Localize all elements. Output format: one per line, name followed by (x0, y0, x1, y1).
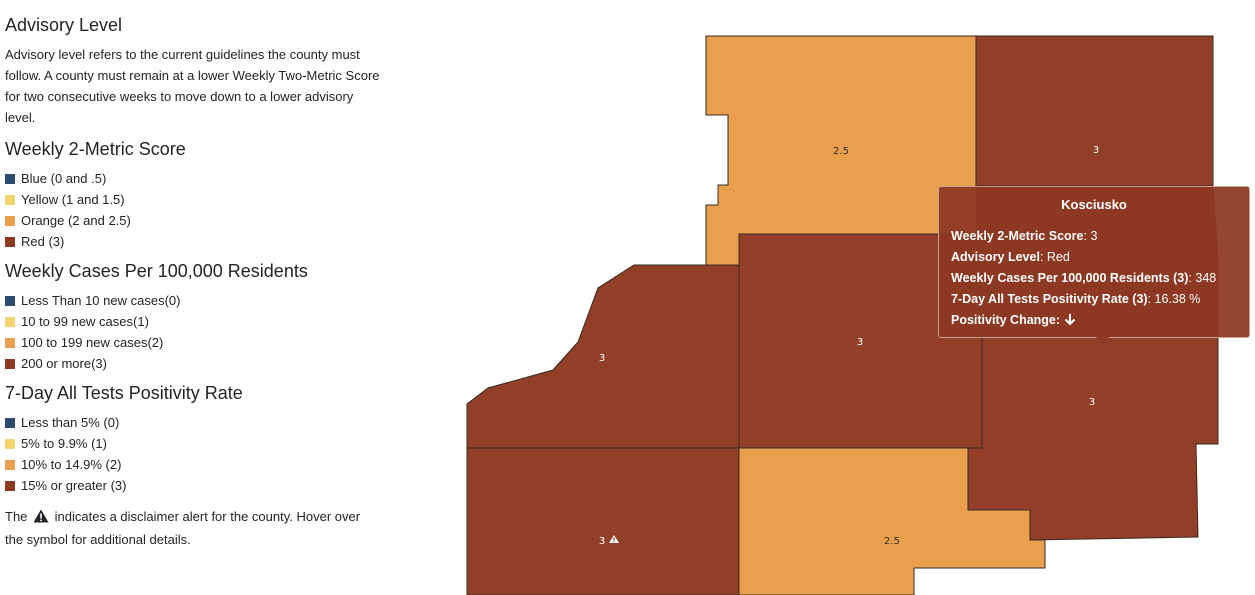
legend-label: 15% or greater (3) (21, 478, 127, 493)
positivity-legend-list: Less than 5% (0) 5% to 9.9% (1) 10% to 1… (5, 412, 380, 496)
tooltip-county-name: Kosciusko (1061, 197, 1127, 212)
tooltip-row: Positivity Change: (951, 310, 1237, 333)
legend-item: 200 or more(3) (5, 353, 380, 374)
legend-swatch (5, 358, 15, 369)
score-legend: Weekly 2-Metric Score Blue (0 and .5) Ye… (5, 136, 380, 252)
legend-item: Blue (0 and .5) (5, 168, 380, 189)
warning-triangle-icon (33, 508, 49, 529)
disclaimer-text-after: indicates a disclaimer alert for the cou… (5, 509, 361, 547)
legend-item: 100 to 199 new cases(2) (5, 332, 380, 353)
tooltip-row-value: Red (1046, 250, 1070, 264)
legend-item: Orange (2 and 2.5) (5, 210, 380, 231)
county-west[interactable] (466, 264, 740, 449)
tooltip-row-value: 16.38 % (1154, 292, 1201, 306)
county-label: 3 (599, 353, 605, 364)
legend-swatch (5, 316, 15, 327)
legend-swatch (5, 295, 15, 306)
county-north-east[interactable] (975, 35, 1214, 187)
disclaimer-text-before: The (5, 509, 28, 524)
legend-swatch (5, 459, 15, 470)
tooltip-row-value: 348 (1195, 271, 1217, 285)
tooltip-row-label: Weekly 2-Metric Score (951, 229, 1084, 243)
advisory-section: Advisory Level Advisory level refers to … (5, 12, 380, 128)
county-tooltip: Kosciusko Weekly 2-Metric Score: 3 Advis… (938, 186, 1250, 338)
county-label: 3 (857, 337, 863, 348)
cases-legend-list: Less Than 10 new cases(0) 10 to 99 new c… (5, 290, 380, 374)
tooltip-row: Advisory Level: Red (951, 250, 1070, 264)
warning-triangle-icon[interactable] (609, 535, 619, 543)
legend-label: 10 to 99 new cases(1) (21, 314, 149, 329)
legend-label: Red (3) (21, 234, 65, 249)
tooltip-row-label: Positivity Change (951, 313, 1056, 327)
legend-label: Blue (0 and .5) (21, 171, 107, 186)
legend-swatch (5, 480, 15, 491)
legend-label: Orange (2 and 2.5) (21, 213, 131, 228)
legend-swatch (5, 215, 15, 226)
score-legend-list: Blue (0 and .5) Yellow (1 and 1.5) Orang… (5, 168, 380, 252)
legend-swatch (5, 236, 15, 247)
legend-label: Less Than 10 new cases(0) (21, 293, 181, 308)
legend-item: 10% to 14.9% (2) (5, 454, 380, 475)
legend-label: 5% to 9.9% (1) (21, 436, 107, 451)
legend-label: 100 to 199 new cases(2) (21, 335, 164, 350)
tooltip-row: Weekly 2-Metric Score: 3 (951, 229, 1098, 243)
tooltip-row: 7-Day All Tests Positivity Rate (3): 16.… (951, 292, 1201, 306)
legend-item: Yellow (1 and 1.5) (5, 189, 380, 210)
advisory-description: Advisory level refers to the current gui… (5, 47, 380, 125)
county-south[interactable] (738, 447, 1046, 595)
legend-item: Less than 5% (0) (5, 412, 380, 433)
legend-label: Less than 5% (0) (21, 415, 120, 430)
legend-label: 10% to 14.9% (2) (21, 457, 122, 472)
legend-label: Yellow (1 and 1.5) (21, 192, 125, 207)
positivity-legend-title: 7-Day All Tests Positivity Rate (5, 383, 243, 403)
arrow-down-icon (1064, 312, 1076, 333)
legend-label: 200 or more(3) (21, 356, 107, 371)
advisory-title: Advisory Level (5, 15, 123, 35)
county-label: 3 (599, 536, 605, 547)
legend-panel: Advisory Level Advisory level refers to … (5, 12, 380, 550)
county-label: 3 (1093, 145, 1099, 156)
legend-swatch (5, 337, 15, 348)
cases-legend-title: Weekly Cases Per 100,000 Residents (5, 261, 308, 281)
county-south-west[interactable] (466, 447, 740, 595)
tooltip-pointer (1096, 337, 1110, 344)
legend-item: Red (3) (5, 231, 380, 252)
legend-swatch (5, 438, 15, 449)
positivity-legend: 7-Day All Tests Positivity Rate Less tha… (5, 380, 380, 496)
tooltip-row-value: 3 (1090, 229, 1098, 243)
legend-swatch (5, 194, 15, 205)
legend-item: Less Than 10 new cases(0) (5, 290, 380, 311)
legend-item: 10 to 99 new cases(1) (5, 311, 380, 332)
disclaimer-note: The indicates a disclaimer alert for the… (5, 506, 380, 550)
legend-item: 5% to 9.9% (1) (5, 433, 380, 454)
tooltip-row-label: 7-Day All Tests Positivity Rate (3) (951, 292, 1148, 306)
county-label: 2.5 (833, 146, 849, 157)
county-label: 2.5 (884, 536, 900, 547)
legend-swatch (5, 173, 15, 184)
tooltip-row: Weekly Cases Per 100,000 Residents (3): … (951, 271, 1217, 285)
county-label: 3 (1089, 397, 1095, 408)
legend-swatch (5, 417, 15, 428)
tooltip-row-label: Weekly Cases Per 100,000 Residents (3) (951, 271, 1189, 285)
tooltip-row-label: Advisory Level (951, 250, 1040, 264)
cases-legend: Weekly Cases Per 100,000 Residents Less … (5, 258, 380, 374)
score-legend-title: Weekly 2-Metric Score (5, 139, 186, 159)
legend-item: 15% or greater (3) (5, 475, 380, 496)
